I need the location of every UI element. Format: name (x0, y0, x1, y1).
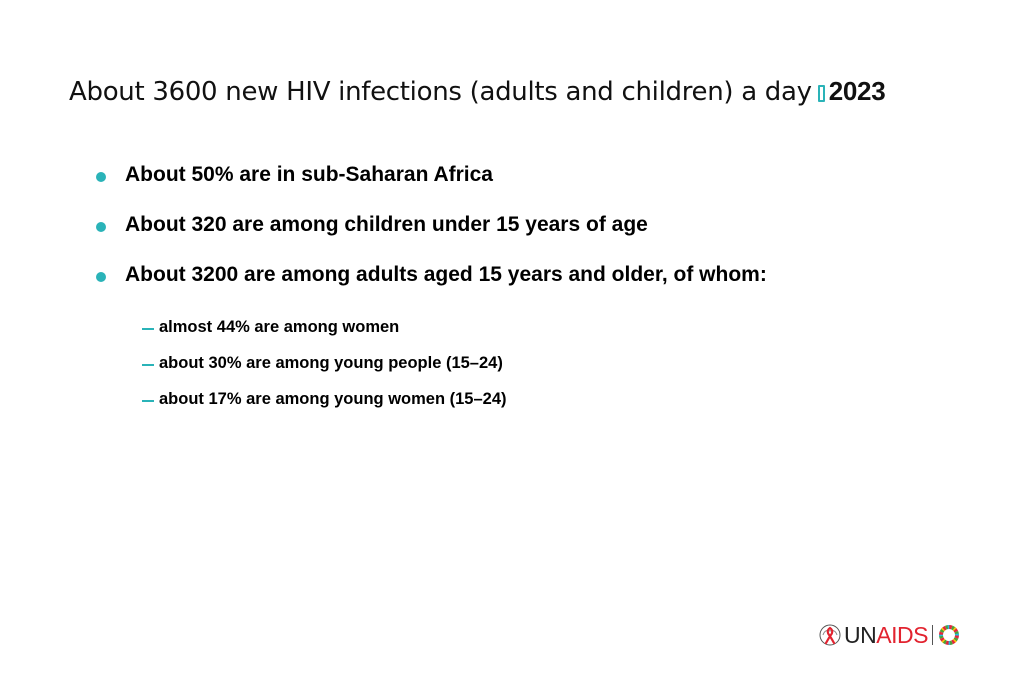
missing-glyph-box-icon (817, 85, 825, 102)
logo-wordmark: UNAIDS (844, 622, 928, 649)
bullet-dot-icon (96, 272, 106, 282)
sub-bullet-text: almost 44% are among women (159, 318, 400, 336)
sub-bullet-text: about 30% are among young people (15–24) (159, 354, 503, 372)
sub-bullet-text: about 17% are among young women (15–24) (159, 390, 507, 408)
dash-icon (142, 400, 154, 402)
logo-divider (931, 625, 933, 645)
title-text: About 3600 new HIV infections (adults an… (69, 77, 812, 107)
dash-icon (142, 328, 154, 330)
sdg-wheel-icon (938, 625, 959, 645)
red-ribbon-icon (819, 624, 841, 646)
bullet-text: About 3200 are among adults aged 15 year… (125, 263, 767, 286)
slide-title: About 3600 new HIV infections (adults an… (69, 76, 886, 107)
bullet-text: About 320 are among children under 15 ye… (125, 213, 648, 236)
dash-icon (142, 364, 154, 366)
title-year: 2023 (828, 76, 886, 106)
bullet-dot-icon (96, 172, 106, 182)
bullet-text: About 50% are in sub-Saharan Africa (125, 163, 493, 186)
logo-un: UN (844, 621, 877, 648)
logo-aids: AIDS (876, 621, 928, 648)
bullet-dot-icon (96, 222, 106, 232)
unaids-logo: UNAIDS (818, 620, 959, 650)
